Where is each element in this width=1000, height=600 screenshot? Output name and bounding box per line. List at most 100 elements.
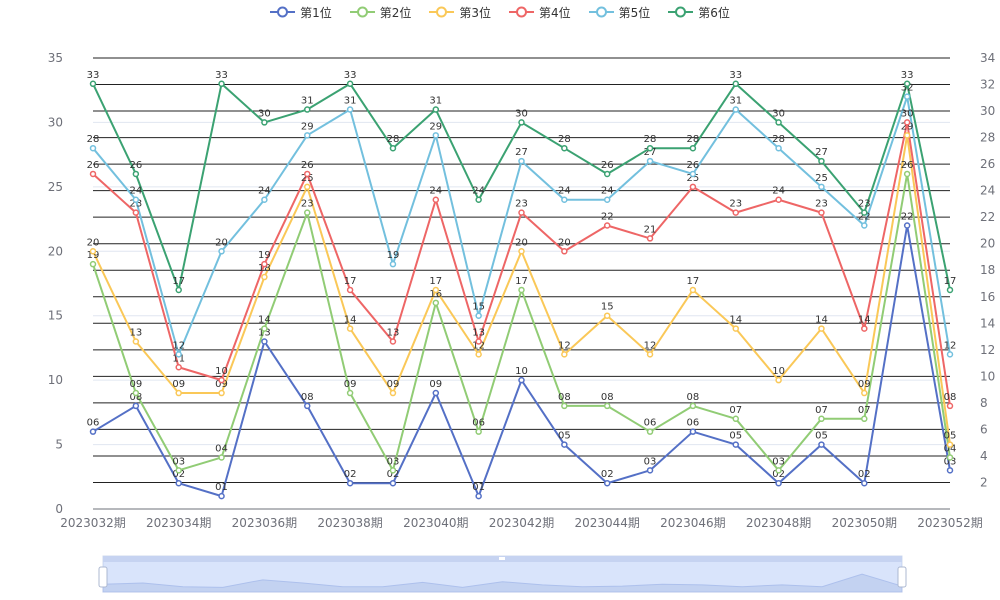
data-label: 07 (729, 405, 742, 416)
data-point (304, 170, 311, 178)
data-label: 14 (258, 315, 271, 326)
data-point (518, 157, 525, 165)
data-point (89, 80, 97, 88)
y-tick-label-right: 8 (980, 396, 988, 410)
data-label: 12 (558, 340, 571, 351)
data-point (646, 428, 654, 435)
y-tick-label-left: 10 (48, 373, 63, 387)
data-point (775, 196, 782, 203)
data-label: 15 (601, 302, 614, 313)
legend-label: 第6位 (698, 5, 730, 20)
data-point (432, 389, 440, 397)
data-point (218, 248, 225, 255)
data-point (689, 170, 697, 178)
zoom-handle-left[interactable] (98, 566, 108, 588)
data-label: 22 (601, 212, 614, 223)
data-point (861, 222, 868, 229)
legend-item-series-6[interactable]: 第6位 (668, 3, 730, 21)
legend-line-icon (668, 6, 694, 18)
data-point (946, 351, 954, 358)
data-point (132, 338, 140, 345)
data-point (218, 389, 225, 397)
data-label: 28 (772, 134, 785, 145)
data-label: 04 (944, 443, 957, 454)
data-label: 33 (901, 70, 914, 81)
data-point (946, 441, 954, 448)
data-point (732, 325, 739, 332)
data-label: 12 (172, 340, 185, 351)
data-point (818, 441, 825, 448)
legend-item-series-4[interactable]: 第4位 (509, 3, 571, 21)
data-label: 22 (901, 212, 914, 223)
data-point (775, 376, 782, 384)
data-point (646, 144, 654, 152)
data-label: 09 (387, 379, 400, 390)
data-point (561, 402, 568, 410)
legend-item-series-5[interactable]: 第5位 (588, 3, 650, 21)
data-label: 29 (901, 121, 914, 132)
data-label: 03 (944, 456, 957, 467)
data-label: 10 (772, 366, 785, 377)
data-label: 30 (772, 108, 785, 119)
y-tick-label-left: 25 (48, 180, 63, 194)
y-tick-label-right: 16 (980, 290, 995, 304)
data-label: 26 (301, 160, 314, 171)
data-point (903, 222, 911, 229)
data-point (175, 479, 182, 487)
zoom-handle-right[interactable] (897, 566, 907, 588)
data-label: 06 (687, 418, 700, 429)
legend-label: 第2位 (379, 5, 412, 20)
data-label: 26 (901, 160, 914, 171)
data-point (475, 338, 482, 345)
data-label: 01 (472, 482, 485, 493)
data-label: 02 (344, 469, 357, 480)
data-label: 27 (644, 147, 657, 158)
data-point (346, 286, 354, 294)
data-label: 17 (429, 276, 442, 287)
data-point (432, 132, 440, 139)
data-point (646, 351, 654, 358)
data-point (818, 157, 825, 165)
data-point (689, 402, 697, 410)
data-label: 31 (344, 96, 357, 107)
data-label: 07 (858, 405, 871, 416)
data-label: 24 (258, 186, 271, 197)
data-point (132, 209, 140, 216)
data-point (475, 196, 482, 203)
legend-item-series-3[interactable]: 第3位 (429, 3, 491, 21)
x-tick-label: 2023052期 (917, 516, 982, 530)
data-label: 04 (215, 443, 228, 454)
x-tick-label: 2023044期 (574, 516, 639, 530)
data-point (218, 376, 225, 384)
data-label: 20 (215, 237, 228, 248)
data-point (304, 402, 311, 410)
data-point (389, 479, 397, 487)
data-label: 07 (815, 405, 828, 416)
data-point (261, 273, 268, 281)
data-label: 24 (129, 186, 142, 197)
y-tick-label-right: 4 (980, 449, 988, 463)
data-label: 28 (558, 134, 571, 145)
data-label: 32 (901, 83, 914, 94)
data-label: 17 (687, 276, 700, 287)
data-label: 03 (387, 456, 400, 467)
data-label: 30 (258, 108, 271, 119)
y-tick-label-right: 20 (980, 237, 995, 251)
data-point (175, 351, 182, 358)
data-point (132, 389, 140, 397)
data-label: 06 (644, 418, 657, 429)
legend-item-series-1[interactable]: 第1位 (270, 3, 332, 21)
data-label: 30 (515, 108, 528, 119)
data-point (646, 157, 654, 165)
data-label: 29 (301, 121, 314, 132)
data-point (946, 402, 954, 410)
data-label: 14 (858, 315, 871, 326)
data-point (389, 338, 397, 345)
data-point (346, 106, 354, 113)
data-label: 25 (815, 173, 828, 184)
data-point (475, 492, 482, 500)
data-label: 19 (258, 250, 271, 261)
legend-item-series-2[interactable]: 第2位 (349, 3, 412, 21)
data-label: 28 (87, 134, 100, 145)
y-tick-label-left: 20 (48, 244, 63, 258)
